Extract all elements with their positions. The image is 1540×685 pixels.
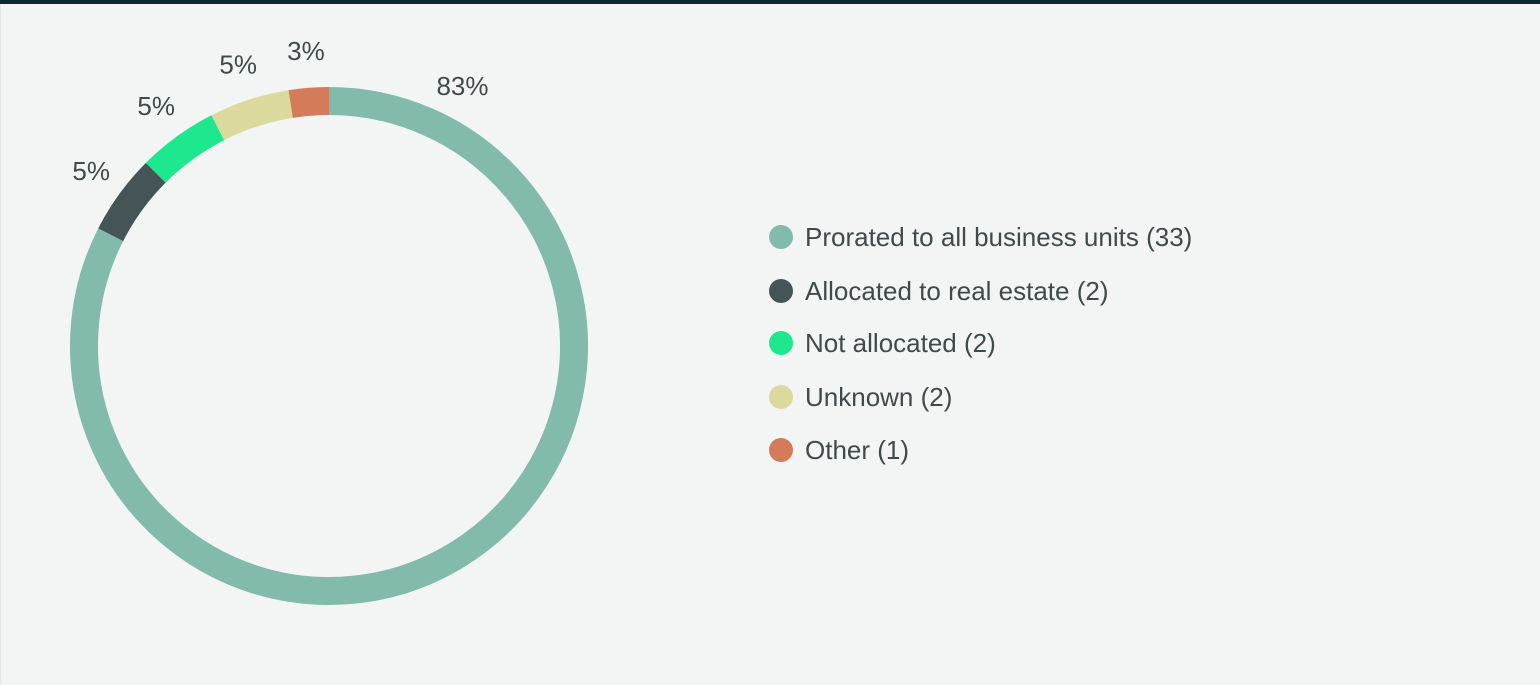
donut-chart: 83% 5% 5% 5% 3% [70,36,588,605]
legend-item-other: Other (1) [769,433,909,467]
legend-label-unknown: Unknown (2) [805,381,953,412]
percent-labels: 83% 5% 5% 5% 3% [72,36,488,186]
legend-label-not-allocated: Not allocated (2) [805,327,996,358]
percent-label-unknown: 5% [219,49,257,79]
slice-prorated [70,87,588,605]
legend-swatch-other [769,438,793,462]
legend-item-prorated: Prorated to all business units (33) [769,220,1192,254]
percent-label-other: 3% [287,36,325,66]
legend-item-not-allocated: Not allocated (2) [769,326,996,360]
percent-label-prorated: 83% [436,71,488,101]
left-border [0,4,1,685]
slice-unknown [211,90,294,141]
legend-swatch-prorated [769,225,793,249]
legend-item-real-estate: Allocated to real estate (2) [769,274,1109,308]
legend-swatch-not-allocated [769,331,793,355]
percent-label-not-allocated: 5% [137,91,175,121]
legend-label-prorated: Prorated to all business units (33) [805,221,1193,252]
slice-real-estate [98,162,166,242]
top-accent-bar [0,0,1540,4]
donut-slices [70,87,588,605]
slice-other [288,87,330,118]
slice-not-allocated [145,115,225,183]
legend-label-real-estate: Allocated to real estate (2) [805,275,1109,306]
legend-swatch-unknown [769,385,793,409]
legend-item-unknown: Unknown (2) [769,380,952,414]
legend-swatch-real-estate [769,279,793,303]
percent-label-real-estate: 5% [72,156,110,186]
legend-label-other: Other (1) [805,434,910,465]
